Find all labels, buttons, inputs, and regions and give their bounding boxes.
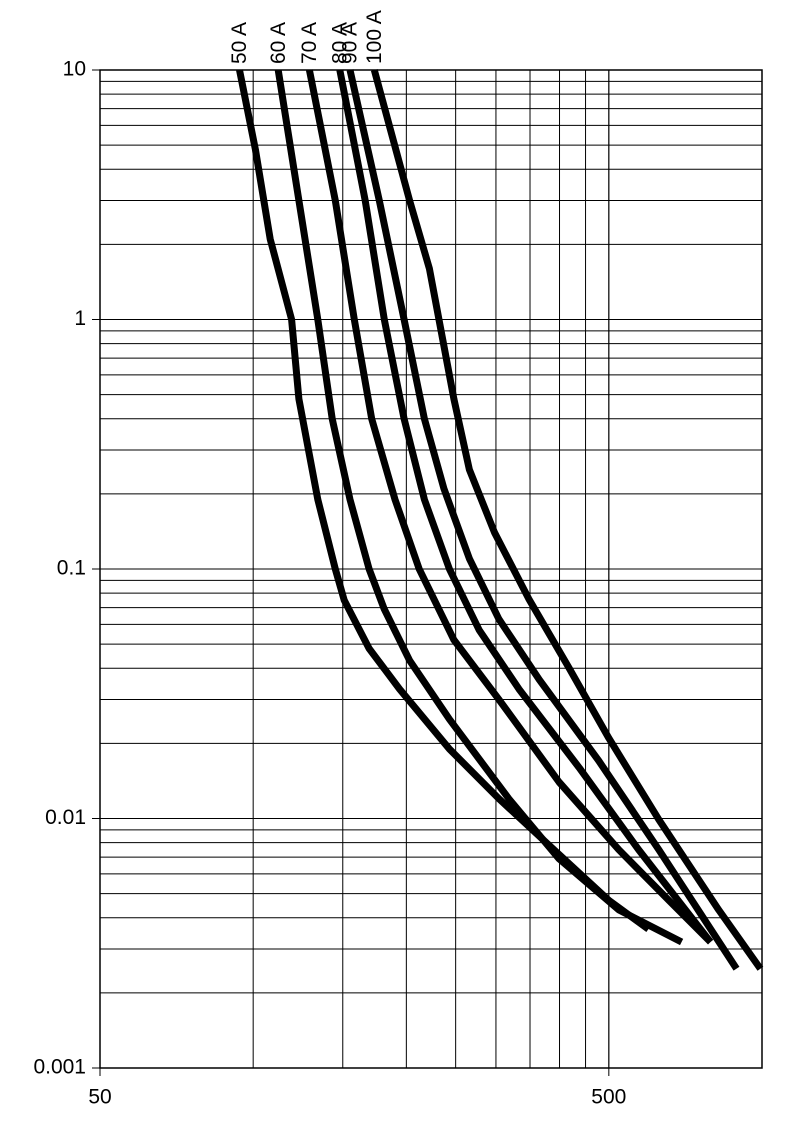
y-tick-label: 0.1 [57,557,86,580]
x-tick-label: 50 [88,1086,111,1109]
curve [305,69,713,945]
y-tick-label: 1 [74,307,86,330]
y-tick-label: 10 [63,58,86,81]
curve [346,69,740,971]
y-tick-label: 0.01 [45,806,86,829]
curve [274,69,684,946]
curve [336,69,714,945]
legend-label: 60 A [267,22,290,64]
legend-label: 50 A [228,22,251,64]
curve [370,69,764,971]
legend-label: 80 A [328,22,351,64]
y-tick-label: 0.001 [33,1056,86,1079]
legend-label: 90 A [339,22,362,64]
legend-label: 70 A [298,22,321,64]
legend-label: 100 A [363,10,386,64]
x-tick-label: 500 [591,1086,626,1109]
